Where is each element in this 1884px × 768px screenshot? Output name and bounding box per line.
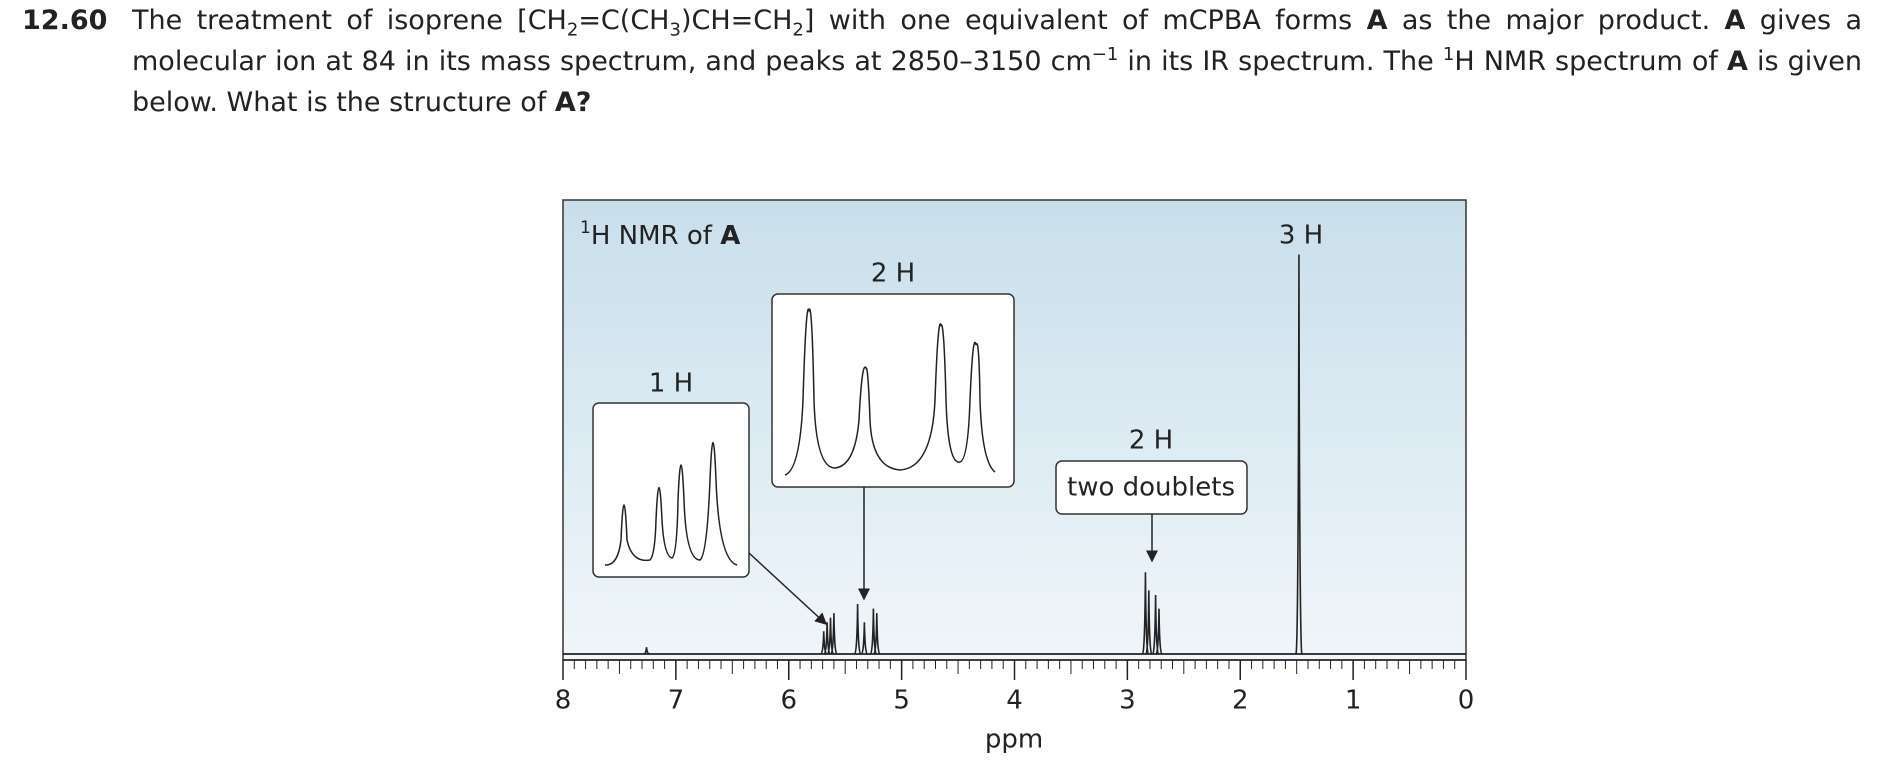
arrow xyxy=(748,552,828,626)
annotation: 2 H xyxy=(871,259,915,289)
spectrum-title: 1H NMR of A xyxy=(580,218,740,251)
superscript: 1 xyxy=(580,218,591,238)
annotation: 2 H xyxy=(1129,426,1173,456)
x-tick-label: 7 xyxy=(668,686,685,716)
text: is given below. What is the structure of xyxy=(132,46,1862,118)
bold: A? xyxy=(554,87,592,118)
peak xyxy=(830,613,838,655)
x-tick-label: 8 xyxy=(555,686,572,716)
inset-box xyxy=(771,293,1015,488)
inset-trace xyxy=(784,308,996,476)
text: H NMR spectrum of xyxy=(1454,46,1727,77)
x-tick-label: 3 xyxy=(1119,686,1136,716)
peak xyxy=(872,613,881,655)
peak xyxy=(1295,254,1303,655)
text: ] with one equivalent of mCPBA forms xyxy=(803,5,1367,36)
subscript: 2 xyxy=(792,19,804,41)
x-tick-label: 0 xyxy=(1458,686,1475,716)
peak xyxy=(860,622,869,655)
x-axis-label: ppm xyxy=(985,725,1043,755)
annotation: 3 H xyxy=(1279,221,1323,251)
annotation: two doublets xyxy=(1067,473,1235,503)
problem-text: The treatment of isoprene [CH2=C(CH3)CH=… xyxy=(132,0,1862,123)
x-tick-label: 4 xyxy=(1006,686,1023,716)
annotation: 1 H xyxy=(649,369,693,399)
text: H NMR of xyxy=(591,221,720,251)
bold: A xyxy=(1366,5,1388,36)
text: as the major product. xyxy=(1387,5,1725,36)
bold: A xyxy=(1724,5,1746,36)
x-tick-label: 5 xyxy=(893,686,910,716)
text: )CH=CH xyxy=(680,5,793,36)
text: gives a molecular ion at 84 in its mass … xyxy=(132,5,1862,77)
superscript: 1 xyxy=(1442,44,1455,65)
problem-number: 12.60 xyxy=(22,5,108,36)
x-tick-label: 2 xyxy=(1232,686,1249,716)
inset-trace xyxy=(604,442,738,566)
bold: A xyxy=(1727,46,1748,77)
subscript: 2 xyxy=(566,19,579,41)
inset-box xyxy=(592,402,750,578)
peak xyxy=(643,647,650,655)
peak xyxy=(1155,608,1163,655)
problem: 12.60 The treatment of isoprene [CH2=C(C… xyxy=(22,0,1862,123)
peak xyxy=(1145,590,1153,655)
text: The treatment of isoprene [CH xyxy=(132,5,567,36)
bold: A xyxy=(720,221,740,251)
text: =C(CH xyxy=(578,5,670,36)
x-tick-label: 6 xyxy=(780,686,797,716)
superscript: −1 xyxy=(1091,44,1119,65)
peak xyxy=(853,604,862,655)
text: in its IR spectrum. The xyxy=(1118,46,1443,77)
x-tick-label: 1 xyxy=(1345,686,1362,716)
subscript: 3 xyxy=(669,19,681,41)
